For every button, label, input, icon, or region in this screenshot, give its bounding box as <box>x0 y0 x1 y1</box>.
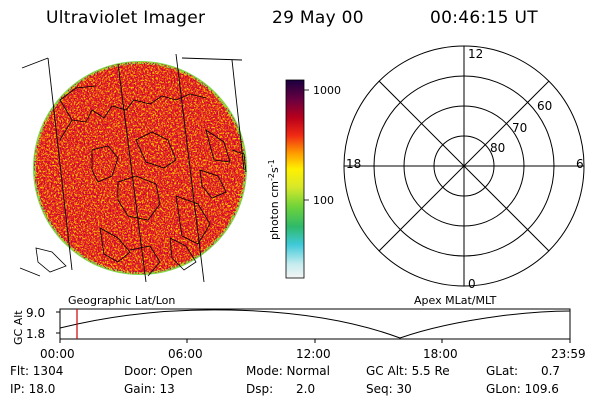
ytick-label-1.8: 1.8 <box>26 327 45 341</box>
xtick-label-1800: 18:00 <box>423 347 458 361</box>
geo-grid <box>19 53 245 283</box>
ytick-label-9: 9.0 <box>26 306 45 320</box>
lat-label-80: 80 <box>490 141 505 155</box>
info-flt: Flt: 1304 <box>10 364 64 378</box>
mlt-label-12: 12 <box>468 47 483 61</box>
colorbar-unit: photon cm-2s-1 <box>267 159 281 240</box>
info-glon: GLon: 109.6 <box>486 382 559 396</box>
info-gain: Gain: 13 <box>124 382 175 396</box>
date-label: 29 May 00 <box>272 8 364 28</box>
lat-label-70: 70 <box>512 121 527 135</box>
polar-diagonal-2 <box>378 80 550 252</box>
info-dsp: Dsp: 2.0 <box>246 382 316 396</box>
instrument-title: Ultraviolet Imager <box>46 8 206 28</box>
xtick-label-2359: 23:59 <box>551 347 586 361</box>
lat-label-60: 60 <box>537 99 552 113</box>
altitude-curve <box>59 309 571 339</box>
info-seq: Seq: 30 <box>366 382 412 396</box>
colorbar-gradient <box>285 79 305 279</box>
xtick-label-0600: 06:00 <box>168 347 203 361</box>
xtick-label-0000: 00:00 <box>40 347 75 361</box>
info-ip: IP: 18.0 <box>10 382 56 396</box>
info-gcalt: GC Alt: 5.5 Re <box>366 364 450 378</box>
colorbar-tick-label-100: 100 <box>313 194 334 207</box>
altitude-frame <box>59 308 571 340</box>
globe-title: Geographic Lat/Lon <box>68 294 176 307</box>
mlt-label-6: 6 <box>576 157 584 171</box>
time-label: 00:46:15 UT <box>430 8 538 28</box>
info-glat: GLat: 0.7 <box>486 364 561 378</box>
altitude-ylabel: GC Alt <box>12 310 25 345</box>
coastlines <box>35 85 247 277</box>
info-mode: Mode: Normal <box>246 364 330 378</box>
info-door: Door: Open <box>124 364 193 378</box>
xtick-label-1200: 12:00 <box>296 347 331 361</box>
mlt-label-18: 18 <box>346 157 361 171</box>
colorbar-tick-label-1000: 1000 <box>313 84 341 97</box>
mlt-label-0: 0 <box>468 277 476 291</box>
polar-title: Apex MLat/MLT <box>414 294 497 307</box>
